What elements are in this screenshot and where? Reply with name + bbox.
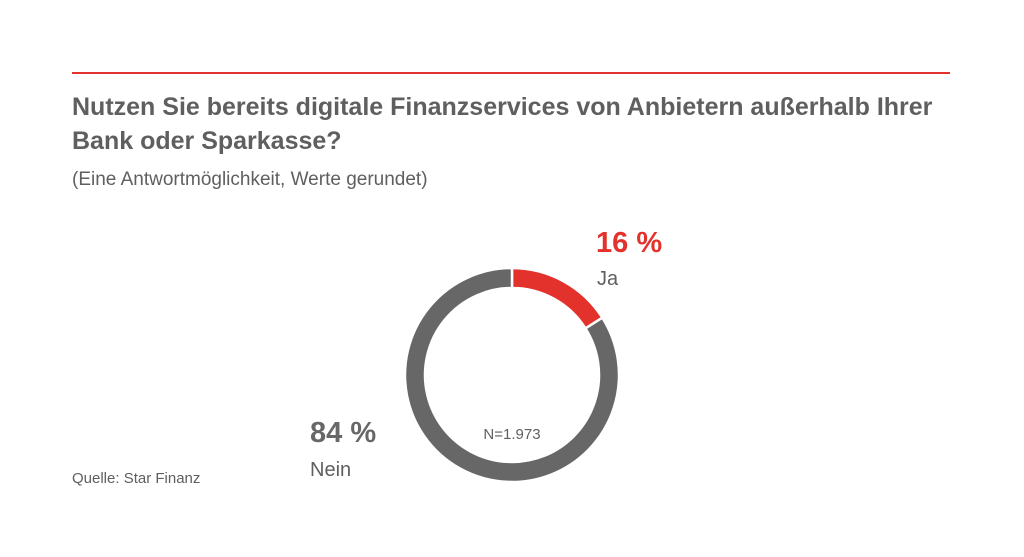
slice-ja-percent: 16 %: [596, 227, 663, 259]
sample-size-label: N=1.973: [483, 426, 541, 443]
slice-nein-percent: 84 %: [310, 417, 377, 449]
top-rule: [72, 72, 950, 74]
slice-ja-label: Ja: [597, 268, 619, 290]
chart-title: Nutzen Sie bereits digitale Finanzservic…: [72, 93, 933, 155]
donut-slice-ja: [510, 266, 605, 331]
slice-nein-label: Nein: [310, 459, 352, 481]
source-note: Quelle: Star Finanz: [72, 470, 201, 487]
chart-subtitle: (Eine Antwortmöglichkeit, Werte gerundet…: [72, 169, 428, 190]
donut-slice-nein: [403, 266, 621, 484]
